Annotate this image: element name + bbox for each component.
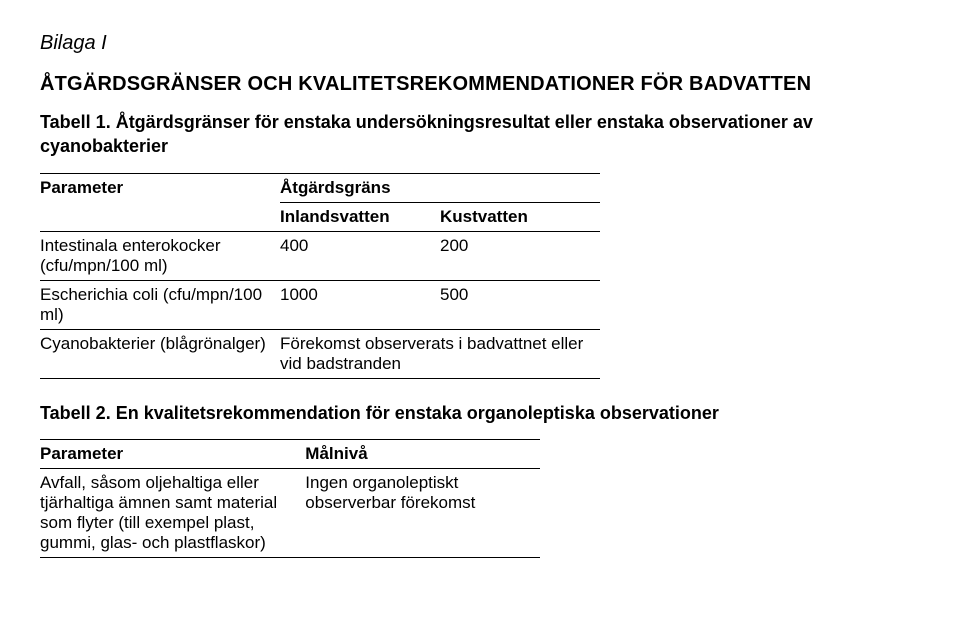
- table1-r2-v1: 1000: [280, 280, 440, 329]
- table2-header-row: Parameter Målnivå: [40, 439, 540, 468]
- table1-head-limit: Åtgärdsgräns: [280, 173, 600, 202]
- table2-r1-target: Ingen organoleptiskt observerbar förekom…: [305, 468, 540, 557]
- appendix-label: Bilaga I: [40, 32, 920, 55]
- table1-r3-param: Cyanobakterier (blågrönalger): [40, 329, 280, 378]
- table1-header-row-2: Inlandsvatten Kustvatten: [40, 202, 600, 231]
- table1-head-inland: Inlandsvatten: [280, 202, 440, 231]
- table1-caption: Tabell 1. Åtgärdsgränser för enstaka und…: [40, 110, 920, 159]
- table-row: Escherichia coli (cfu/mpn/100 ml) 1000 5…: [40, 280, 600, 329]
- table2-head-target: Målnivå: [305, 439, 540, 468]
- table2-r1-param: Avfall, såsom oljehaltiga eller tjärhalt…: [40, 468, 305, 557]
- table-row: Intestinala enterokocker (cfu/mpn/100 ml…: [40, 231, 600, 280]
- table1-head-coast: Kustvatten: [440, 202, 600, 231]
- table1-r1-v2: 200: [440, 231, 600, 280]
- table1-r2-param: Escherichia coli (cfu/mpn/100 ml): [40, 280, 280, 329]
- table-row: Cyanobakterier (blågrönalger) Förekomst …: [40, 329, 600, 378]
- table1-r2-v2: 500: [440, 280, 600, 329]
- table1: Parameter Åtgärdsgräns Inlandsvatten Kus…: [40, 173, 600, 379]
- table2-caption: Tabell 2. En kvalitetsrekommendation för…: [40, 401, 920, 425]
- table2: Parameter Målnivå Avfall, såsom oljehalt…: [40, 439, 540, 558]
- table1-r1-param: Intestinala enterokocker (cfu/mpn/100 ml…: [40, 231, 280, 280]
- table2-head-param: Parameter: [40, 439, 305, 468]
- table1-head-empty: [40, 202, 280, 231]
- table-row: Avfall, såsom oljehaltiga eller tjärhalt…: [40, 468, 540, 557]
- main-heading: ÅTGÄRDSGRÄNSER OCH KVALITETSREKOMMENDATI…: [40, 73, 920, 96]
- table1-head-param: Parameter: [40, 173, 280, 202]
- table1-r3-obs: Förekomst observerats i badvattnet eller…: [280, 329, 600, 378]
- table1-r1-v1: 400: [280, 231, 440, 280]
- table1-header-row-1: Parameter Åtgärdsgräns: [40, 173, 600, 202]
